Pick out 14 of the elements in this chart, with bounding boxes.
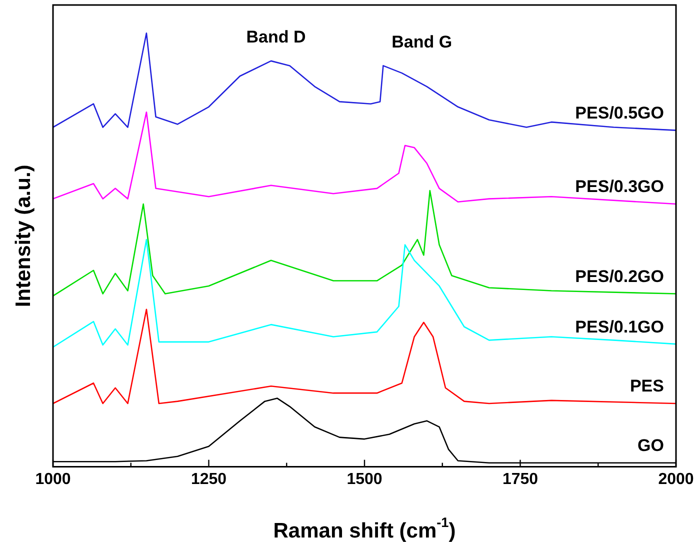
series-label: PES (630, 376, 664, 396)
x-tick-label: 1000 (35, 470, 71, 488)
series-label: GO (638, 436, 664, 456)
series-label: PES/0.2GO (575, 266, 664, 286)
x-tick-label: 1750 (502, 470, 538, 488)
series-label: PES/0.5GO (575, 104, 664, 122)
x-tick-label: 2000 (658, 470, 694, 488)
annotation: Band D (246, 28, 306, 47)
x-tick-label: 1500 (346, 470, 382, 488)
series-label: PES/0.1GO (575, 317, 664, 336)
y-axis-title: Intensity (a.u.) (12, 164, 35, 308)
annotation: Band G (392, 32, 452, 52)
x-tick-label: 1250 (190, 470, 227, 488)
series-label: PES/0.3GO (575, 177, 664, 196)
